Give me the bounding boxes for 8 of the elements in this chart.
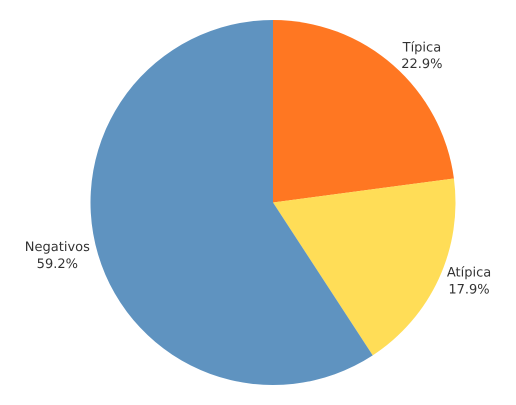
slice-label: Típica <box>402 40 442 56</box>
data-label: 17.9% <box>448 282 490 298</box>
data-label: 22.9% <box>401 57 443 72</box>
pie-slice <box>273 20 454 202</box>
slice-label: Atípica <box>446 265 492 280</box>
slice-label: Negativos <box>24 240 90 255</box>
pie-slice <box>90 20 373 385</box>
data-label: 59.2% <box>36 256 78 272</box>
